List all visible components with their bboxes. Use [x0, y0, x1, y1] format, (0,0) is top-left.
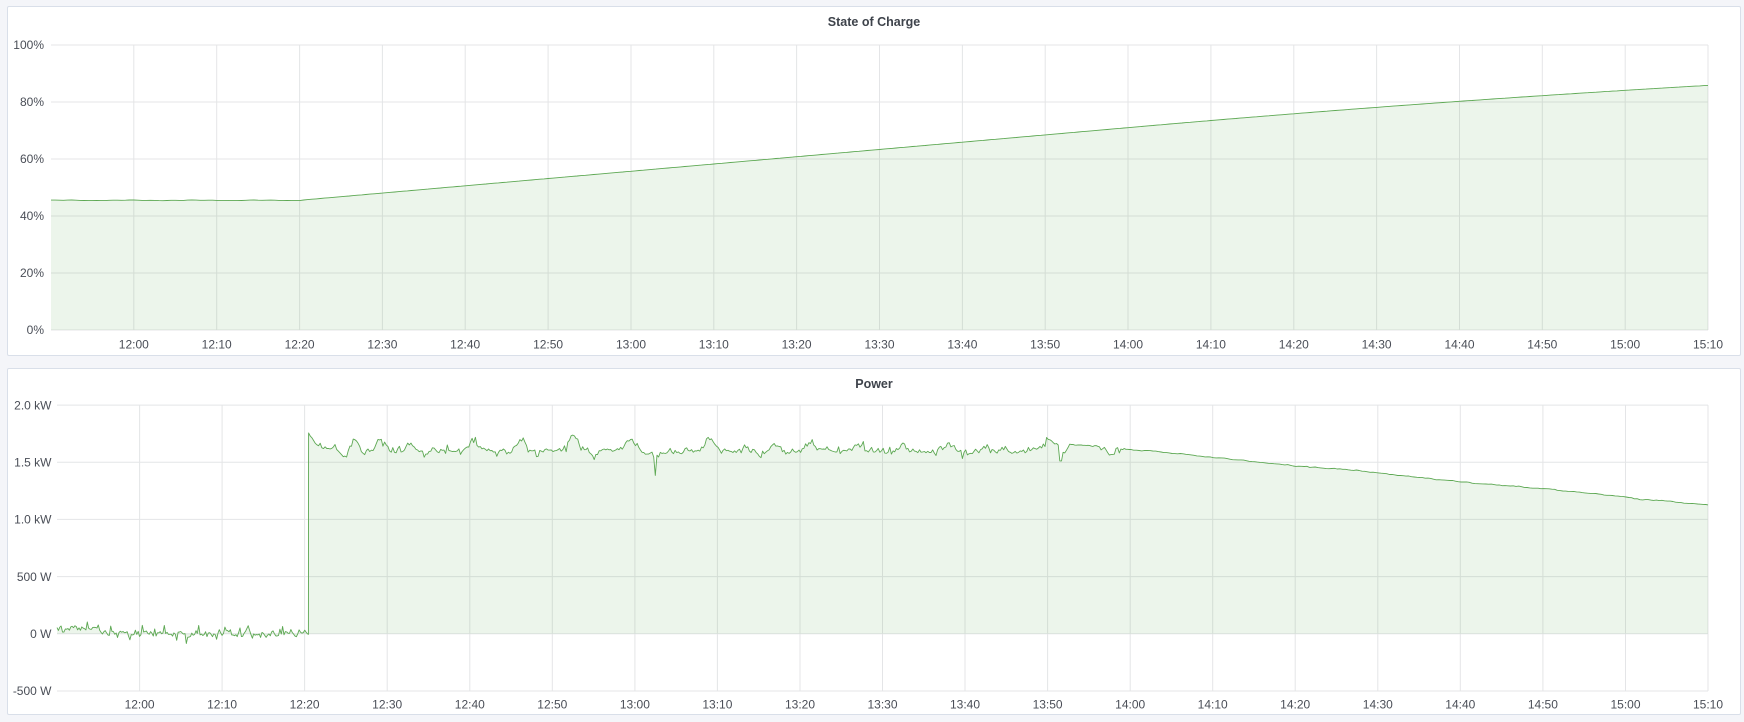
svg-text:14:50: 14:50 — [1527, 337, 1557, 351]
svg-text:15:00: 15:00 — [1610, 697, 1640, 711]
svg-text:12:20: 12:20 — [285, 337, 315, 351]
svg-text:15:10: 15:10 — [1693, 697, 1723, 711]
svg-text:13:50: 13:50 — [1030, 337, 1060, 351]
svg-text:13:40: 13:40 — [947, 337, 977, 351]
svg-text:12:00: 12:00 — [119, 337, 149, 351]
svg-text:14:20: 14:20 — [1279, 337, 1309, 351]
svg-text:14:20: 14:20 — [1280, 697, 1310, 711]
svg-text:13:10: 13:10 — [702, 697, 732, 711]
svg-text:13:00: 13:00 — [616, 337, 646, 351]
svg-text:14:40: 14:40 — [1444, 337, 1474, 351]
svg-text:12:10: 12:10 — [202, 337, 232, 351]
svg-text:15:00: 15:00 — [1610, 337, 1640, 351]
svg-text:State of Charge: State of Charge — [828, 15, 920, 29]
svg-text:1.5 kW: 1.5 kW — [14, 455, 52, 469]
svg-text:0 W: 0 W — [30, 627, 52, 641]
svg-text:14:30: 14:30 — [1362, 337, 1392, 351]
svg-text:500 W: 500 W — [17, 570, 52, 584]
svg-text:60%: 60% — [20, 152, 44, 166]
svg-text:Power: Power — [855, 377, 893, 391]
svg-text:20%: 20% — [20, 266, 44, 280]
svg-text:12:20: 12:20 — [290, 697, 320, 711]
svg-text:13:40: 13:40 — [950, 697, 980, 711]
svg-text:12:40: 12:40 — [455, 697, 485, 711]
svg-text:12:50: 12:50 — [533, 337, 563, 351]
svg-text:13:20: 13:20 — [785, 697, 815, 711]
svg-text:14:10: 14:10 — [1198, 697, 1228, 711]
svg-text:80%: 80% — [20, 95, 44, 109]
svg-text:12:50: 12:50 — [537, 697, 567, 711]
svg-text:12:00: 12:00 — [125, 697, 155, 711]
svg-text:-500 W: -500 W — [13, 684, 52, 698]
svg-text:14:50: 14:50 — [1528, 697, 1558, 711]
svg-text:13:10: 13:10 — [699, 337, 729, 351]
svg-text:12:30: 12:30 — [372, 697, 402, 711]
svg-text:2.0 kW: 2.0 kW — [14, 398, 52, 412]
svg-text:13:00: 13:00 — [620, 697, 650, 711]
svg-text:13:50: 13:50 — [1033, 697, 1063, 711]
svg-text:13:20: 13:20 — [782, 337, 812, 351]
svg-text:12:40: 12:40 — [450, 337, 480, 351]
svg-text:14:30: 14:30 — [1363, 697, 1393, 711]
svg-text:15:10: 15:10 — [1693, 337, 1723, 351]
svg-text:13:30: 13:30 — [867, 697, 897, 711]
svg-text:12:10: 12:10 — [207, 697, 237, 711]
svg-text:14:10: 14:10 — [1196, 337, 1226, 351]
svg-text:13:30: 13:30 — [864, 337, 894, 351]
svg-text:14:40: 14:40 — [1445, 697, 1475, 711]
svg-text:1.0 kW: 1.0 kW — [14, 513, 52, 527]
svg-text:100%: 100% — [13, 38, 44, 52]
svg-text:0%: 0% — [27, 323, 45, 337]
svg-text:14:00: 14:00 — [1115, 697, 1145, 711]
svg-text:40%: 40% — [20, 209, 44, 223]
svg-text:14:00: 14:00 — [1113, 337, 1143, 351]
svg-text:12:30: 12:30 — [367, 337, 397, 351]
